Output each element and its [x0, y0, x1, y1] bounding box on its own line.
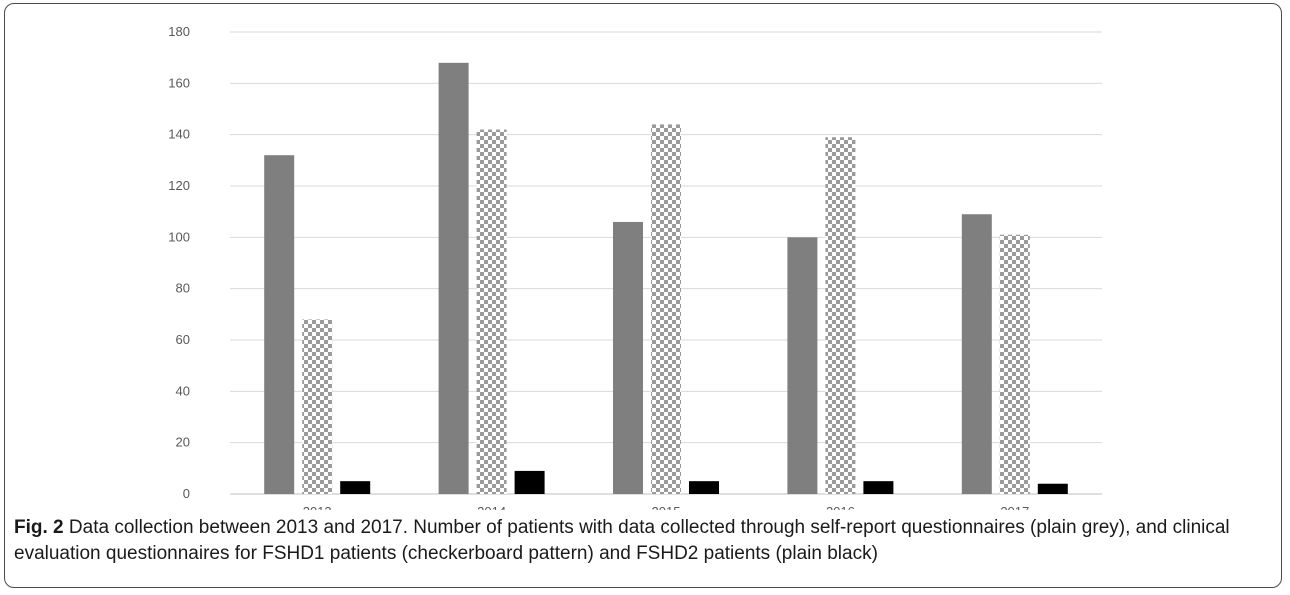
bars [264, 62, 1068, 495]
y-tick-label: 20 [176, 435, 190, 450]
figure-label: Fig. 2 [14, 517, 64, 538]
bar-2014-series-1 [438, 62, 469, 495]
bar-2014-series-2 [476, 129, 507, 495]
y-tick-label: 80 [176, 281, 190, 296]
y-tick-label: 40 [176, 383, 190, 398]
bar-2015-series-2 [651, 124, 681, 495]
y-tick-label: 60 [176, 332, 190, 347]
bar-2016-series-3 [863, 481, 894, 494]
bar-2014-series-3 [514, 470, 545, 494]
bar-2017-series-2 [999, 234, 1030, 494]
bar-2015-series-1 [613, 221, 643, 494]
y-tick-label: 180 [168, 24, 190, 39]
y-tick-label: 0 [183, 486, 190, 501]
y-tick-label: 160 [168, 75, 190, 90]
x-tick-label: 2013 [303, 504, 332, 510]
figure-caption: Fig. 2 Data collection between 2013 and … [14, 515, 1264, 567]
bar-2013-series-1 [264, 155, 295, 494]
gridlines [230, 31, 1102, 495]
bar-2016-series-1 [787, 237, 818, 495]
x-tick-label: 2017 [1000, 504, 1029, 510]
y-axis-ticks: 0 20 40 60 80 100 120 140 160 180 [168, 24, 190, 501]
bar-2016-series-2 [825, 137, 856, 494]
bar-2013-series-3 [340, 481, 371, 494]
y-tick-label: 140 [168, 127, 190, 142]
y-tick-label: 100 [168, 229, 190, 244]
bar-2015-series-3 [689, 481, 719, 494]
x-tick-label: 2015 [652, 504, 681, 510]
bar-2017-series-1 [961, 214, 992, 494]
bar-2017-series-3 [1037, 483, 1068, 494]
y-tick-label: 120 [168, 178, 190, 193]
bar-2013-series-2 [302, 319, 333, 494]
caption-text: Data collection between 2013 and 2017. N… [14, 517, 1230, 564]
x-tick-label: 2016 [826, 504, 855, 510]
figure-frame [4, 3, 1282, 588]
